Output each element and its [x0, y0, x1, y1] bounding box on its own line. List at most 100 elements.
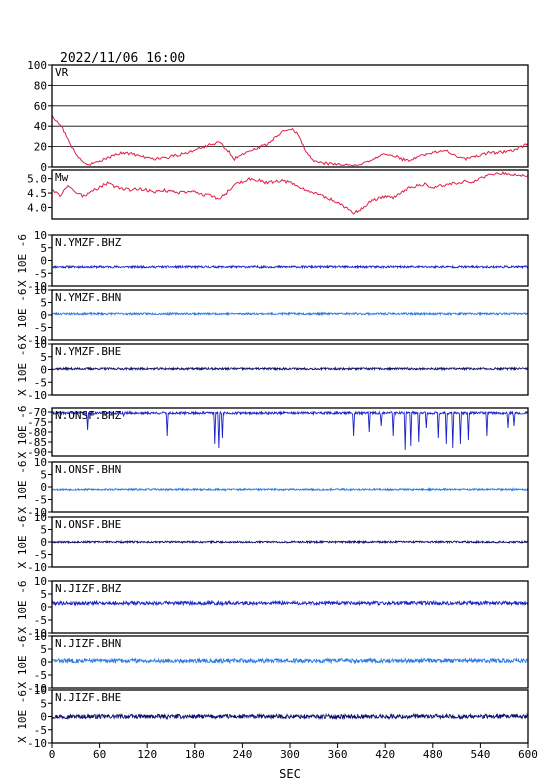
- panel-frame: [51, 343, 529, 396]
- series-line-n-ymzf-bhe: [51, 366, 529, 372]
- panel-label: N.ONSF.BHZ: [55, 409, 122, 422]
- panel-mw: 4.04.55.0 Mw: [27, 169, 529, 220]
- y-axis-label: X 10E -6: [16, 406, 29, 459]
- y-axis-label: X 10E -6: [16, 636, 29, 689]
- y-axis-label: X 10E -6: [16, 690, 29, 743]
- y-tick-label: 20: [34, 141, 47, 154]
- x-tick-label: 480: [423, 748, 443, 761]
- y-tick-label: 10: [34, 684, 47, 697]
- y-axis-label: X 10E -6: [16, 581, 29, 634]
- header-datetime: 2022/11/06 16:00: [60, 51, 185, 66]
- y-tick-label: 0: [40, 364, 47, 377]
- series-line-n-jizf-bhe: [51, 712, 529, 721]
- panel-label: N.YMZF.BHZ: [55, 236, 122, 249]
- y-tick-label: 60: [34, 100, 47, 113]
- y-tick-label: 10: [34, 338, 47, 351]
- y-axis-label: X 10E -6: [16, 289, 29, 342]
- panel-label: N.ONSF.BHE: [55, 518, 121, 531]
- series-line-n-ymzf-bhz: [51, 264, 529, 270]
- x-axis: 0 60 120 180 240 300 360 420 480 540 600: [49, 743, 538, 761]
- panel-label: N.YMZF.BHN: [55, 291, 121, 304]
- y-tick-label: -5: [34, 724, 47, 737]
- y-tick-label: -5: [34, 376, 47, 389]
- y-axis-label: X 10E -6: [16, 234, 29, 287]
- series-line-n-onsf-bhz: [51, 410, 529, 451]
- x-tick-label: 600: [518, 748, 538, 761]
- x-tick-label: 240: [232, 748, 252, 761]
- panel-label: N.JIZF.BHE: [55, 691, 121, 704]
- panel-label: N.YMZF.BHE: [55, 345, 121, 358]
- y-tick-label: -10: [27, 682, 47, 695]
- y-tick-label: 5: [40, 643, 47, 656]
- y-tick-label: -5: [34, 669, 47, 682]
- y-tick-label: 40: [34, 120, 47, 133]
- y-tick-label: -80: [27, 426, 47, 439]
- y-tick-label: 0: [40, 711, 47, 724]
- y-tick-label: -85: [27, 436, 47, 449]
- panel-frame: [51, 461, 529, 513]
- y-tick-label: -10: [27, 627, 47, 640]
- panel-frame: [51, 234, 529, 287]
- y-tick-label: 5: [40, 524, 47, 537]
- x-tick-label: 540: [470, 748, 490, 761]
- y-tick-label: 0: [40, 161, 47, 174]
- series-line-mw: [51, 171, 529, 215]
- y-tick-label: 4.5: [27, 187, 47, 200]
- series-line-n-onsf-bhn: [51, 487, 529, 492]
- y-tick-label: -10: [27, 506, 47, 519]
- y-axis-label: X 10E -6: [16, 516, 29, 569]
- y-tick-label: -5: [34, 267, 47, 280]
- y-tick-label: -10: [27, 737, 47, 750]
- panel-label: N.JIZF.BHN: [55, 637, 121, 650]
- panel-vr: 0 20 40 60 80 100 VR: [27, 59, 529, 174]
- y-tick-label: -10: [27, 334, 47, 347]
- y-tick-label: -5: [34, 614, 47, 627]
- x-tick-label: 300: [280, 748, 300, 761]
- y-tick-label: 5: [40, 351, 47, 364]
- y-tick-label: -10: [27, 280, 47, 293]
- panel-frame: [51, 580, 529, 634]
- y-tick-label: -75: [27, 416, 47, 429]
- panel-label: VR: [55, 66, 69, 79]
- y-tick-label: 5.0: [27, 173, 47, 186]
- y-tick-label: -5: [34, 549, 47, 562]
- y-tick-label: -5: [34, 494, 47, 507]
- y-tick-label: -90: [27, 446, 47, 459]
- y-tick-label: 10: [34, 456, 47, 469]
- y-tick-label: 0: [40, 255, 47, 268]
- y-tick-label: 5: [40, 469, 47, 482]
- x-tick-label: 180: [185, 748, 205, 761]
- y-tick-label: 0: [40, 536, 47, 549]
- y-tick-label: 4.0: [27, 201, 47, 214]
- panel-label: N.ONSF.BHN: [55, 463, 121, 476]
- panel-frame: [51, 64, 529, 168]
- y-tick-label: 10: [34, 511, 47, 524]
- y-tick-label: 5: [40, 297, 47, 310]
- y-tick-label: -5: [34, 322, 47, 335]
- panel-frame: [51, 516, 529, 568]
- y-tick-label: 0: [40, 309, 47, 322]
- y-tick-label: 5: [40, 242, 47, 255]
- y-tick-label: 10: [34, 284, 47, 297]
- y-tick-label: 0: [40, 601, 47, 614]
- panel-label: N.JIZF.BHZ: [55, 582, 122, 595]
- y-tick-label: -10: [27, 561, 47, 574]
- y-tick-label: -70: [27, 406, 47, 419]
- y-tick-label: 10: [34, 575, 47, 588]
- y-tick-label: 10: [34, 229, 47, 242]
- series-line-n-jizf-bhz: [51, 599, 529, 607]
- series-line-n-onsf-bhe: [51, 539, 529, 545]
- panel-frame: [51, 635, 529, 689]
- x-tick-label: 60: [93, 748, 106, 761]
- series-line-n-jizf-bhn: [51, 656, 529, 665]
- series-line-n-ymzf-bhn: [51, 311, 529, 317]
- y-tick-label: 0: [40, 481, 47, 494]
